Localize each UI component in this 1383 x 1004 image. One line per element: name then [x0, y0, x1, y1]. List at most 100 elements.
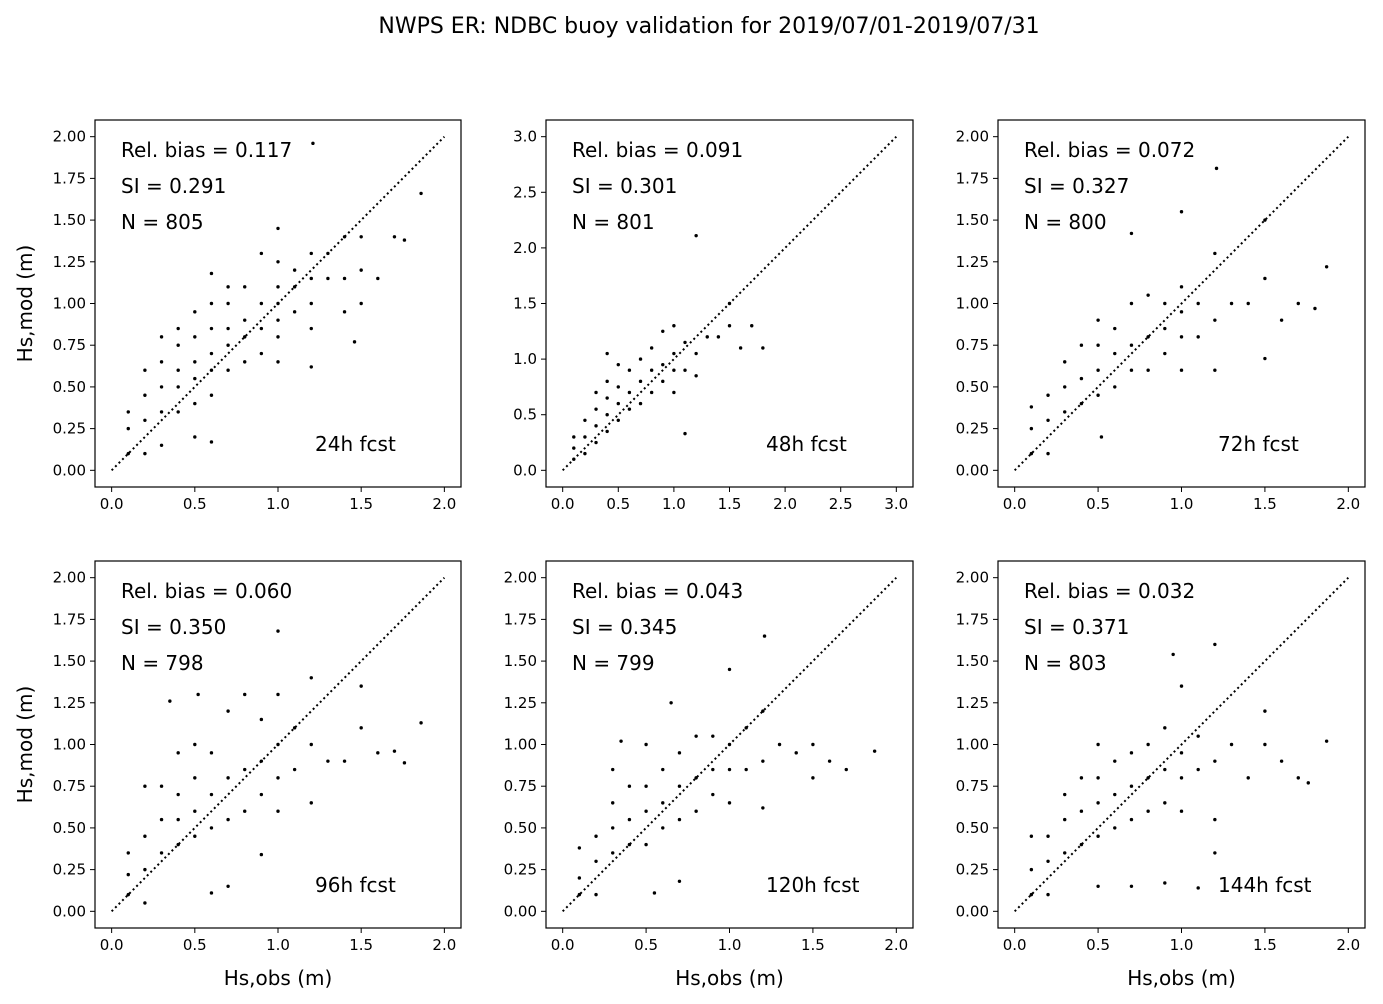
- data-point: [143, 368, 147, 372]
- stat-annotation: SI = 0.327: [1024, 174, 1129, 198]
- data-point: [727, 301, 732, 306]
- y-axis-label: Hs,mod (m): [13, 686, 37, 804]
- data-point: [226, 285, 230, 289]
- data-point: [259, 251, 264, 256]
- x-tick-label: 2.0: [884, 936, 908, 954]
- data-point: [1146, 776, 1150, 780]
- data-point: [176, 751, 180, 755]
- data-point: [309, 365, 313, 369]
- data-point: [1046, 418, 1050, 422]
- y-tick-label: 0.00: [53, 902, 86, 920]
- data-point: [143, 867, 147, 872]
- data-point: [1063, 817, 1067, 822]
- data-point: [326, 759, 330, 763]
- x-tick-label: 0.0: [100, 495, 124, 513]
- data-point: [577, 876, 582, 880]
- data-point: [761, 709, 765, 713]
- data-point: [159, 335, 164, 339]
- y-tick-label: 1.5: [513, 295, 537, 313]
- data-points: [126, 629, 423, 905]
- data-point: [577, 846, 582, 850]
- data-point: [1029, 867, 1034, 872]
- data-point: [159, 817, 164, 822]
- data-point: [419, 721, 423, 725]
- data-point: [572, 435, 576, 439]
- data-point: [872, 749, 877, 753]
- data-point: [1146, 335, 1150, 339]
- data-point: [259, 717, 264, 722]
- data-point: [811, 742, 815, 747]
- data-point: [243, 285, 247, 289]
- data-point: [376, 751, 380, 755]
- data-point: [583, 418, 587, 422]
- data-point: [143, 784, 147, 788]
- data-point: [594, 424, 598, 428]
- data-point: [276, 360, 280, 364]
- data-point: [683, 368, 687, 372]
- stat-annotation: Rel. bias = 0.043: [572, 579, 743, 603]
- data-point: [1063, 851, 1067, 855]
- forecast-label: 96h fcst: [315, 873, 396, 897]
- data-point: [259, 852, 264, 857]
- data-point: [342, 759, 347, 763]
- data-point: [661, 826, 665, 830]
- data-point: [1079, 343, 1084, 347]
- data-point: [716, 335, 721, 339]
- data-point: [276, 301, 280, 306]
- stat-annotation: SI = 0.291: [121, 174, 226, 198]
- y-tick-label: 1.0: [513, 350, 537, 368]
- y-tick-label: 1.00: [53, 295, 86, 313]
- subplot-p96: 0.0 0.5 1.0 1.5 2.0 0.00 0.25 0.50 0.75 1.00 1.25 1…: [13, 560, 462, 990]
- x-tick-label: 0.5: [1086, 495, 1110, 513]
- data-point: [359, 684, 363, 688]
- data-point: [209, 271, 214, 276]
- forecast-label: 72h fcst: [1218, 432, 1299, 456]
- x-tick-label: 1.0: [266, 495, 290, 513]
- x-tick-label: 1.0: [662, 495, 686, 513]
- forecast-label: 144h fcst: [1218, 873, 1312, 897]
- y-tick-label: 2.0: [513, 239, 537, 257]
- data-point: [359, 301, 363, 306]
- data-point: [276, 318, 280, 322]
- data-point: [1096, 776, 1100, 780]
- data-point: [1096, 318, 1100, 322]
- data-point: [1196, 767, 1200, 772]
- data-point: [652, 891, 657, 895]
- stat-annotation: Rel. bias = 0.032: [1024, 579, 1195, 603]
- data-point: [616, 418, 620, 422]
- x-tick-label: 0.0: [1003, 495, 1027, 513]
- data-point: [126, 892, 130, 897]
- data-point: [226, 884, 230, 888]
- data-point: [309, 742, 313, 747]
- data-point: [176, 792, 180, 797]
- stat-annotation: Rel. bias = 0.117: [121, 138, 292, 162]
- data-point: [226, 817, 230, 822]
- data-point: [694, 734, 698, 738]
- x-tick-label: 2.0: [1336, 936, 1360, 954]
- data-point: [761, 346, 765, 350]
- forecast-label: 48h fcst: [766, 432, 847, 456]
- data-point: [1129, 817, 1134, 822]
- data-point: [209, 891, 214, 895]
- data-point: [209, 440, 214, 444]
- data-point: [605, 429, 609, 434]
- y-tick-label: 0.50: [956, 378, 989, 396]
- data-point: [176, 817, 180, 822]
- data-point: [292, 767, 297, 772]
- data-point: [1046, 393, 1050, 397]
- x-tick-label: 1.0: [266, 936, 290, 954]
- data-point: [193, 335, 197, 339]
- data-point: [594, 390, 598, 395]
- y-tick-label: 0.0: [513, 461, 537, 479]
- data-point: [611, 767, 615, 772]
- stat-annotation: N = 801: [572, 210, 655, 234]
- data-point: [1263, 709, 1267, 713]
- data-point: [694, 351, 698, 356]
- data-point: [694, 776, 698, 780]
- data-point: [705, 335, 709, 339]
- data-point: [1196, 301, 1200, 306]
- data-point: [243, 692, 247, 697]
- data-point: [627, 407, 632, 411]
- data-point: [638, 357, 643, 361]
- x-tick-label: 0.5: [183, 495, 207, 513]
